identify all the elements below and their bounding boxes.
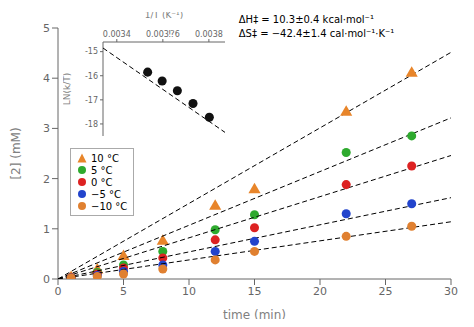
svg-text:20: 20 xyxy=(313,285,327,298)
svg-text:-18: -18 xyxy=(85,120,98,129)
svg-text:-17: -17 xyxy=(85,96,98,105)
svg-text:time (min): time (min) xyxy=(223,308,286,319)
svg-text:4: 4 xyxy=(43,72,50,85)
svg-text:1: 1 xyxy=(43,223,50,236)
svg-text:0: 0 xyxy=(55,285,62,298)
html-text:5 °C: 5 °C xyxy=(91,164,113,176)
svg-text:0: 0 xyxy=(43,273,50,286)
svg-text:2: 2 xyxy=(43,173,50,186)
html-text:ΔH‡ = 10.3±0.4 kcal·mol⁻¹: ΔH‡ = 10.3±0.4 kcal·mol⁻¹ xyxy=(238,14,374,25)
svg-text:30: 30 xyxy=(444,285,458,298)
svg-text:[2] (mM): [2] (mM) xyxy=(9,127,23,179)
svg-text:10: 10 xyxy=(182,285,196,298)
svg-text:0.0038: 0.0038 xyxy=(195,30,223,39)
html-text:−10 °C: −10 °C xyxy=(91,200,128,212)
svg-text:-15: -15 xyxy=(85,47,98,56)
svg-text:LN(k/T): LN(k/T) xyxy=(63,73,72,106)
svg-text:5: 5 xyxy=(120,285,127,298)
svg-text:15: 15 xyxy=(248,285,262,298)
svg-text:0.0034: 0.0034 xyxy=(103,30,131,39)
svg-text:3: 3 xyxy=(43,122,50,135)
svg-text:-16: -16 xyxy=(85,72,98,81)
html-text:ΔS‡ = −42.4±1.4 cal·mol⁻¹·K⁻¹: ΔS‡ = −42.4±1.4 cal·mol⁻¹·K⁻¹ xyxy=(238,28,395,39)
html-text:−5 °C: −5 °C xyxy=(91,188,121,200)
svg-text:0.003⁉6: 0.003⁉6 xyxy=(146,30,180,39)
svg-text:1/T (K⁻¹): 1/T (K⁻¹) xyxy=(145,12,183,20)
html-text:0 °C: 0 °C xyxy=(91,176,113,188)
html-text:10 °C: 10 °C xyxy=(91,152,119,164)
svg-text:25: 25 xyxy=(379,285,393,298)
svg-text:5: 5 xyxy=(43,22,50,35)
